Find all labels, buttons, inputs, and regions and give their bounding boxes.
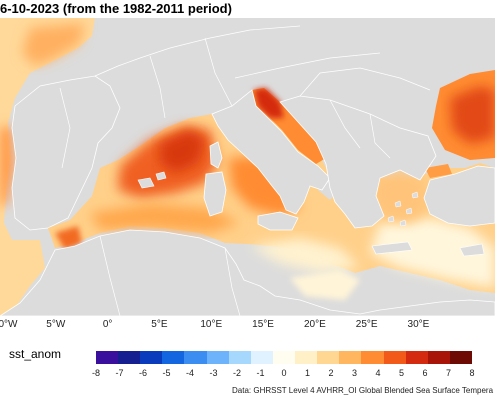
colorbar-tick-label: -5 bbox=[162, 368, 171, 378]
crete-island bbox=[371, 241, 413, 255]
alboran-hot bbox=[55, 226, 82, 250]
sst-anomaly-map bbox=[0, 18, 495, 316]
colorbar-tick-label: 8 bbox=[469, 368, 475, 378]
lon-label: 20°E bbox=[303, 319, 326, 330]
bay-of-biscay-warm bbox=[22, 23, 85, 66]
lon-label: 25°E bbox=[355, 319, 378, 330]
sardinia-island bbox=[203, 171, 227, 217]
colorbar-cell bbox=[162, 351, 185, 364]
colorbar-cell bbox=[228, 351, 252, 364]
colorbar-tick-label: -7 bbox=[115, 368, 124, 378]
colorbar-cell bbox=[295, 351, 318, 364]
colorbar-cell bbox=[405, 351, 429, 364]
italy-land bbox=[211, 89, 331, 215]
algerian-basin-warm bbox=[90, 203, 240, 233]
lon-label: 10°E bbox=[200, 319, 223, 330]
lon-label: 0° bbox=[102, 319, 113, 330]
colorbar-tick-label: 6 bbox=[422, 368, 428, 378]
lon-label: 5°E bbox=[151, 319, 168, 330]
colorbar-cell bbox=[383, 351, 407, 364]
colorbar-tick-label: -2 bbox=[232, 368, 242, 378]
colorbar-cell bbox=[206, 351, 230, 364]
atlantic-warm-patch bbox=[0, 126, 14, 208]
balkans-land bbox=[279, 95, 437, 229]
colorbar-tick-label: -8 bbox=[91, 368, 101, 378]
north-africa-land bbox=[0, 229, 495, 316]
colorbar bbox=[96, 351, 473, 364]
colorbar-cell bbox=[250, 351, 274, 364]
lon-label: 5°W bbox=[46, 319, 66, 330]
colorbar-tick-label: 3 bbox=[351, 368, 358, 378]
data-source-credit: Data: GHRSST Level 4 AVHRR_OI Global Ble… bbox=[232, 386, 494, 395]
colorbar-tick-label: 1 bbox=[304, 368, 311, 378]
colorbar-tick-label: -4 bbox=[185, 368, 195, 378]
ionian-pale bbox=[250, 238, 360, 273]
colorbar-tick-label: -3 bbox=[209, 368, 218, 378]
colorbar-variable-label: sst_anom bbox=[9, 347, 62, 361]
colorbar-cell bbox=[184, 351, 208, 364]
colorbar-cell bbox=[449, 351, 473, 364]
country-borders bbox=[59, 25, 431, 316]
colorbar-cell bbox=[118, 351, 141, 364]
iberia-land bbox=[11, 75, 121, 231]
sicily-island bbox=[257, 211, 299, 231]
colorbar-cell bbox=[96, 351, 119, 364]
corsica-island bbox=[209, 141, 223, 169]
atlantic-ocean bbox=[0, 18, 95, 316]
colorbar-tick-label: 4 bbox=[375, 368, 381, 378]
aegean-warm bbox=[370, 168, 430, 223]
balearic-islands bbox=[137, 171, 167, 189]
colorbar-cell bbox=[361, 351, 385, 364]
gulf-of-sidra bbox=[290, 270, 360, 300]
black-sea-hot bbox=[450, 86, 495, 144]
colorbar-cell bbox=[339, 351, 362, 364]
colorbar-tick-label: 7 bbox=[445, 368, 452, 378]
aegean-islands bbox=[387, 191, 419, 227]
colorbar-tick-label: 0 bbox=[281, 368, 287, 378]
colorbar-tick-label: -1 bbox=[256, 368, 265, 378]
map-title: 6-10-2023 (from the 1982-2011 period) bbox=[0, 1, 232, 16]
anatolia-land bbox=[423, 165, 495, 227]
colorbar-cell bbox=[140, 351, 163, 364]
colorbar-tick-label: 2 bbox=[328, 368, 334, 378]
map-canvas bbox=[0, 18, 495, 316]
cyprus-island bbox=[459, 243, 485, 257]
levantine-pale bbox=[370, 218, 495, 288]
lon-label: 15°E bbox=[252, 319, 274, 330]
colorbar-tick-label: 5 bbox=[398, 368, 405, 378]
lon-label: 30°E bbox=[407, 319, 430, 330]
colorbar-tick-label: -6 bbox=[138, 368, 148, 378]
marmara-sea bbox=[425, 164, 452, 178]
colorbar-cell bbox=[427, 351, 451, 364]
north-adriatic-hot bbox=[254, 88, 284, 118]
lon-label: 0°W bbox=[0, 319, 18, 330]
colorbar-cell bbox=[317, 351, 340, 364]
colorbar-cell bbox=[272, 351, 296, 364]
ligurian-hot bbox=[160, 130, 205, 173]
